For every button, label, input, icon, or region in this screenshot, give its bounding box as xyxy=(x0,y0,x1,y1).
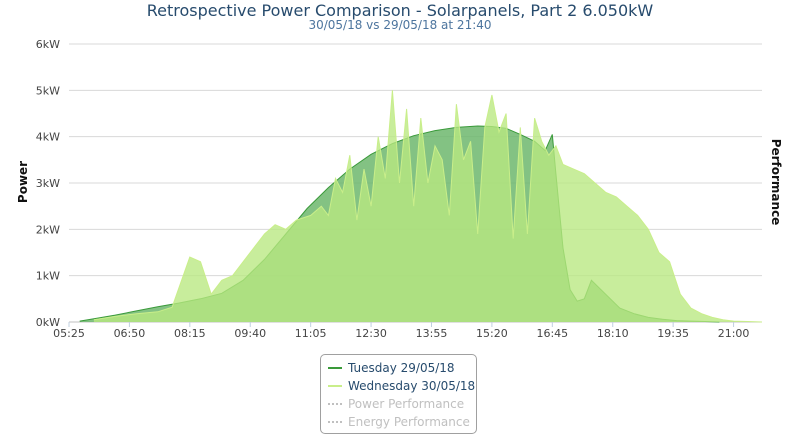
legend-label-wednesday: Wednesday 30/05/18 xyxy=(348,379,476,393)
series-area-1 xyxy=(93,90,762,322)
x-tick-label: 09:40 xyxy=(234,327,266,340)
chart-title: Retrospective Power Comparison - Solarpa… xyxy=(147,1,654,20)
x-tick-label: 13:55 xyxy=(416,327,448,340)
x-tick-label: 08:15 xyxy=(174,327,206,340)
x-tick-label: 05:25 xyxy=(53,327,85,340)
plot-area xyxy=(79,90,763,323)
x-tick-label: 18:10 xyxy=(597,327,629,340)
legend-swatch-wednesday xyxy=(328,385,342,387)
legend-label-energy-performance: Energy Performance xyxy=(348,415,470,429)
y-axis-ticks: 0kW 1kW 2kW 3kW 4kW 5kW 6kW xyxy=(36,38,60,329)
legend-swatch-tuesday xyxy=(328,367,342,369)
series-line-1 xyxy=(93,90,763,323)
y-tick-label: 4kW xyxy=(36,131,60,144)
legend-swatch-energy-performance xyxy=(328,421,342,423)
x-tick-label: 11:05 xyxy=(295,327,327,340)
chart-subtitle: 30/05/18 vs 29/05/18 at 21:40 xyxy=(308,18,491,32)
legend-item-wednesday[interactable]: Wednesday 30/05/18 xyxy=(328,377,476,395)
y-tick-label: 1kW xyxy=(36,270,60,283)
x-tick-label: 15:20 xyxy=(476,327,508,340)
legend-label-power-performance: Power Performance xyxy=(348,397,465,411)
y-tick-label: 6kW xyxy=(36,38,60,51)
legend-item-tuesday[interactable]: Tuesday 29/05/18 xyxy=(328,359,476,377)
x-tick-label: 16:45 xyxy=(536,327,568,340)
x-tick-label: 12:30 xyxy=(355,327,387,340)
y-tick-label: 0kW xyxy=(36,316,60,329)
y-tick-label: 5kW xyxy=(36,84,60,97)
legend: Tuesday 29/05/18 Wednesday 30/05/18 Powe… xyxy=(320,354,477,434)
x-tick-label: 19:35 xyxy=(657,327,689,340)
y-tick-label: 3kW xyxy=(36,177,60,190)
legend-item-power-performance[interactable]: Power Performance xyxy=(328,395,476,413)
legend-item-energy-performance[interactable]: Energy Performance xyxy=(328,413,476,431)
x-axis-ticks: 05:25 06:50 08:15 09:40 11:05 12:30 13:55 15:20… xyxy=(53,322,749,340)
legend-swatch-power-performance xyxy=(328,403,342,405)
x-tick-label: 06:50 xyxy=(114,327,146,340)
y2-axis-title: Performance xyxy=(769,139,783,226)
y-tick-label: 2kW xyxy=(36,223,60,236)
y-axis-title: Power xyxy=(16,161,30,203)
x-tick-label: 21:00 xyxy=(718,327,750,340)
legend-label-tuesday: Tuesday 29/05/18 xyxy=(348,361,455,375)
